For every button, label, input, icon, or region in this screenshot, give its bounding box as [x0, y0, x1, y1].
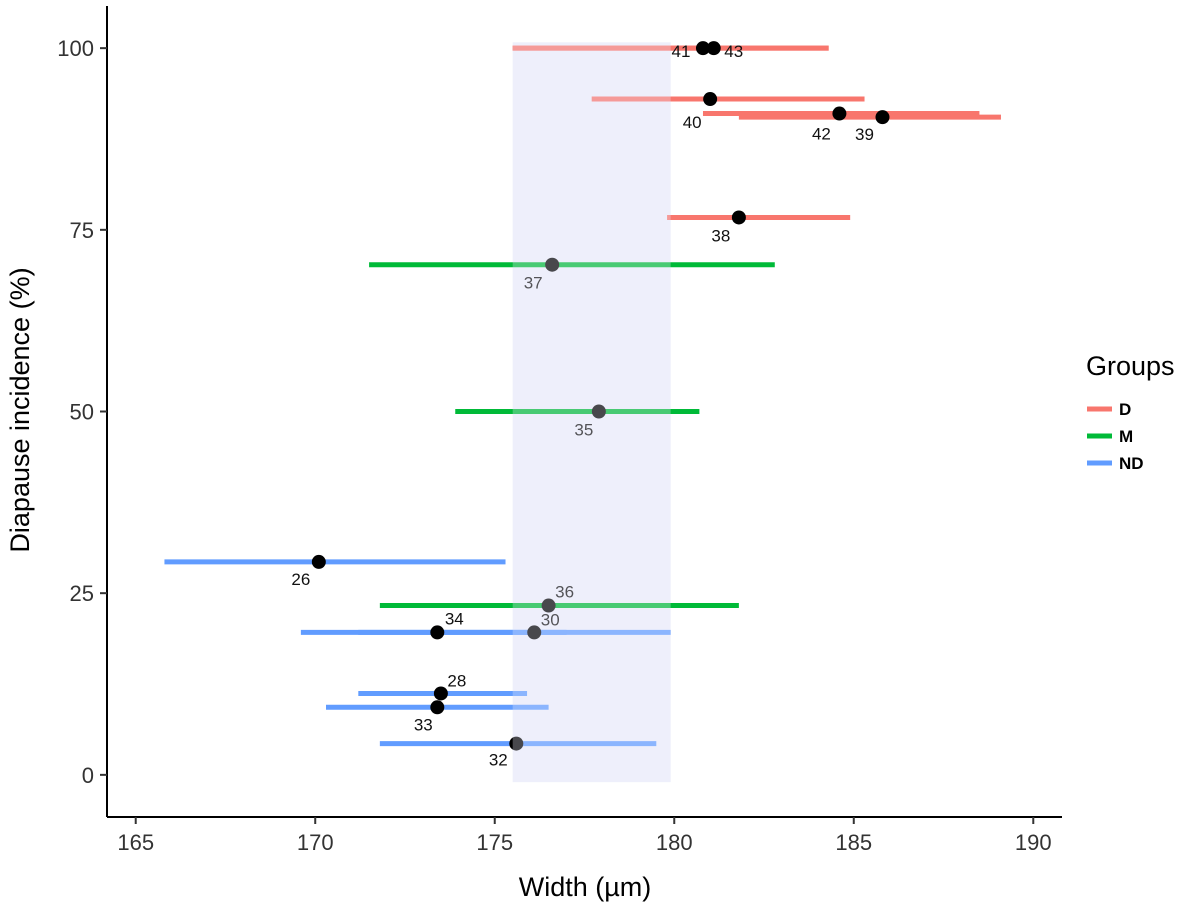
point-33	[430, 700, 445, 715]
axis-layer: 165 170 175 180 185 190 0 25 50 75 100	[57, 6, 1062, 855]
point-39	[875, 110, 890, 125]
point-40	[703, 92, 718, 107]
point-37	[545, 257, 560, 272]
point-28	[433, 686, 448, 701]
y-tick-label-100: 100	[57, 36, 94, 61]
legend-label-M: M	[1119, 427, 1133, 446]
shaded-band-overlay	[512, 42, 671, 783]
point-label-33: 33	[414, 715, 433, 734]
legend-label-ND: ND	[1119, 454, 1144, 473]
legend-title: Groups	[1086, 351, 1175, 381]
point-label-43: 43	[724, 42, 743, 61]
x-tick-label-175: 175	[476, 830, 513, 855]
point-label-35: 35	[574, 421, 593, 440]
point-label-layer: 41 43 40 42 39 38 37 35 36 26 34 30 28 33 32	[291, 42, 874, 783]
point-42	[832, 106, 847, 121]
point-label-40: 40	[683, 113, 702, 132]
y-axis-title: Diapause incidence (%)	[5, 267, 35, 552]
point-label-37: 37	[524, 274, 543, 293]
point-label-26: 26	[291, 570, 310, 589]
x-tick-label-190: 190	[1015, 830, 1052, 855]
y-tick-label-50: 50	[70, 400, 94, 425]
point-label-36: 36	[555, 583, 574, 602]
x-axis-title: Width (µm)	[519, 872, 652, 902]
point-36	[541, 598, 556, 613]
point-label-39: 39	[855, 125, 874, 144]
point-label-42: 42	[812, 125, 831, 144]
point-35	[591, 404, 606, 419]
y-tick-label-75: 75	[70, 218, 94, 243]
x-tick-label-185: 185	[835, 830, 872, 855]
point-label-30: 30	[541, 610, 560, 629]
y-tick-label-0: 0	[82, 763, 94, 788]
y-tick-label-25: 25	[70, 581, 94, 606]
point-41	[695, 41, 710, 56]
point-layer	[311, 41, 890, 751]
point-43	[706, 41, 721, 56]
point-label-28: 28	[447, 671, 466, 690]
x-tick-label-180: 180	[656, 830, 693, 855]
x-tick-label-165: 165	[117, 830, 154, 855]
legend: Groups DM ND	[1086, 351, 1175, 473]
point-30	[527, 625, 542, 640]
point-label-41: 41	[672, 42, 691, 61]
legend-label-D: D	[1119, 400, 1131, 419]
point-label-34: 34	[445, 609, 464, 628]
point-label-38: 38	[711, 226, 730, 245]
point-label-32: 32	[489, 751, 508, 770]
x-tick-label-170: 170	[297, 830, 334, 855]
point-32	[509, 736, 524, 751]
point-26	[311, 554, 326, 569]
point-34	[430, 625, 445, 640]
point-38	[731, 210, 746, 225]
